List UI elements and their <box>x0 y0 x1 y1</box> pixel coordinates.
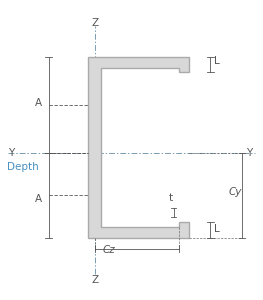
Text: A: A <box>34 194 42 204</box>
Text: Z: Z <box>91 275 98 285</box>
Text: t: t <box>169 193 173 202</box>
Polygon shape <box>88 57 189 238</box>
Text: Depth: Depth <box>7 162 38 172</box>
Text: Y: Y <box>246 148 252 158</box>
Text: L: L <box>214 56 220 66</box>
Text: Cy: Cy <box>229 187 242 197</box>
Text: Y: Y <box>8 148 14 158</box>
Text: Cz: Cz <box>103 245 115 256</box>
Text: A: A <box>34 98 42 108</box>
Text: Z: Z <box>91 18 98 28</box>
Text: L: L <box>214 224 220 234</box>
